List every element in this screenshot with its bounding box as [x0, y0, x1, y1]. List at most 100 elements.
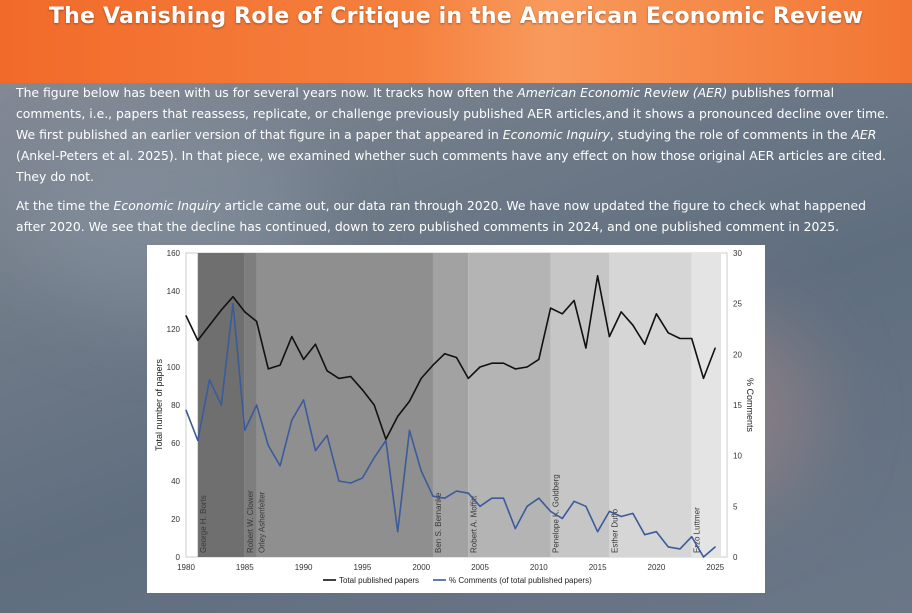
era-band [468, 253, 551, 557]
era-band [691, 253, 722, 557]
data-point [679, 337, 681, 340]
data-point [549, 510, 552, 512]
y2-tick-label: 25 [733, 300, 742, 309]
data-point [549, 307, 552, 309]
data-point [279, 465, 281, 467]
data-point [185, 409, 187, 411]
era-band [609, 253, 692, 557]
data-point [373, 404, 375, 406]
data-point [620, 311, 622, 313]
y-tick-label: 20 [171, 515, 180, 524]
data-point [444, 497, 446, 499]
data-point [608, 336, 610, 338]
era-label: Robert W. Clower [246, 490, 255, 553]
data-point [197, 339, 199, 341]
era-band [244, 253, 257, 557]
data-point [420, 377, 422, 379]
data-point [385, 438, 387, 440]
data-point [526, 505, 528, 507]
x-tick-label: 1995 [354, 563, 372, 572]
data-point [667, 546, 669, 548]
data-point [514, 528, 516, 530]
text: publishes formal comments, i.e., papers … [16, 85, 889, 142]
data-point [491, 497, 493, 499]
data-point [644, 343, 646, 345]
data-point [420, 470, 422, 472]
legend-label: % Comments (of total published papers) [449, 576, 592, 585]
data-point [303, 399, 305, 401]
data-point [350, 375, 352, 378]
y-axis-label: Total number of papers [154, 358, 164, 451]
update-paragraph: At the time the Economic Inquiry article… [16, 195, 896, 237]
era-band [256, 253, 433, 557]
data-point [597, 531, 599, 533]
era-label: Orley Ashenfelter [258, 491, 267, 553]
data-point [514, 368, 516, 370]
data-point [197, 439, 199, 442]
data-point [444, 353, 446, 355]
y2-tick-label: 10 [733, 452, 742, 461]
data-point [185, 315, 187, 317]
data-point [291, 336, 293, 338]
chart-card: George H. Borts Robert W. Clower Orley Ash… [147, 245, 765, 593]
x-tick-label: 2010 [530, 563, 548, 572]
data-point [220, 404, 222, 406]
y-tick-label: 100 [167, 363, 181, 372]
era-band [432, 253, 469, 557]
data-point [255, 320, 258, 322]
text: At the time the [16, 198, 114, 213]
series-line [185, 274, 716, 440]
data-point [232, 303, 234, 305]
series-line [185, 302, 716, 558]
era-label: George H. Borts [199, 495, 208, 553]
era-band [550, 253, 610, 557]
data-point [538, 358, 540, 360]
data-point [432, 495, 434, 497]
data-point [208, 324, 211, 326]
text: (Ankel-Peters et al. 2025). In that piec… [16, 148, 886, 184]
era-label: Penelope K. Goldberg [552, 474, 561, 553]
y2-tick-label: 20 [733, 350, 742, 359]
x-tick-label: 2015 [589, 563, 607, 572]
era-label: Esther Duflo [610, 508, 619, 553]
data-point [573, 299, 575, 302]
data-point [208, 379, 211, 381]
x-tick-label: 1985 [236, 563, 254, 572]
text: , studying the role of comments in the [609, 127, 852, 142]
data-point [479, 505, 481, 507]
data-point [585, 347, 587, 349]
text: Economic Inquiry [502, 127, 610, 142]
y-tick-label: 0 [176, 553, 181, 562]
data-point [573, 500, 575, 502]
data-point [679, 548, 681, 550]
data-point [338, 480, 340, 482]
data-point [632, 324, 634, 326]
data-point [479, 366, 481, 368]
data-point [303, 358, 305, 360]
data-point [267, 368, 269, 370]
data-point [350, 482, 352, 484]
text: The figure below has been with us for se… [16, 85, 518, 100]
data-point [408, 429, 411, 431]
data-point [397, 531, 399, 533]
data-point [702, 556, 705, 558]
y-tick-label: 40 [171, 477, 180, 486]
legend-label: Total published papers [339, 576, 419, 585]
data-point [373, 457, 375, 459]
data-point [397, 415, 399, 417]
chart: George H. Borts Robert W. Clower Orley Ash… [154, 249, 755, 585]
y2-tick-label: 5 [733, 502, 738, 511]
y-tick-label: 120 [167, 325, 181, 334]
data-point [267, 444, 269, 447]
data-point [502, 497, 505, 499]
data-point [455, 490, 458, 492]
data-point [467, 492, 469, 494]
intro-paragraph: The figure below has been with us for se… [16, 82, 896, 187]
data-point [655, 313, 658, 315]
data-point [467, 377, 469, 379]
data-point [361, 477, 364, 479]
data-point [538, 497, 540, 499]
data-point [326, 434, 328, 436]
data-point [432, 364, 434, 366]
text: Economic Inquiry [113, 198, 221, 213]
